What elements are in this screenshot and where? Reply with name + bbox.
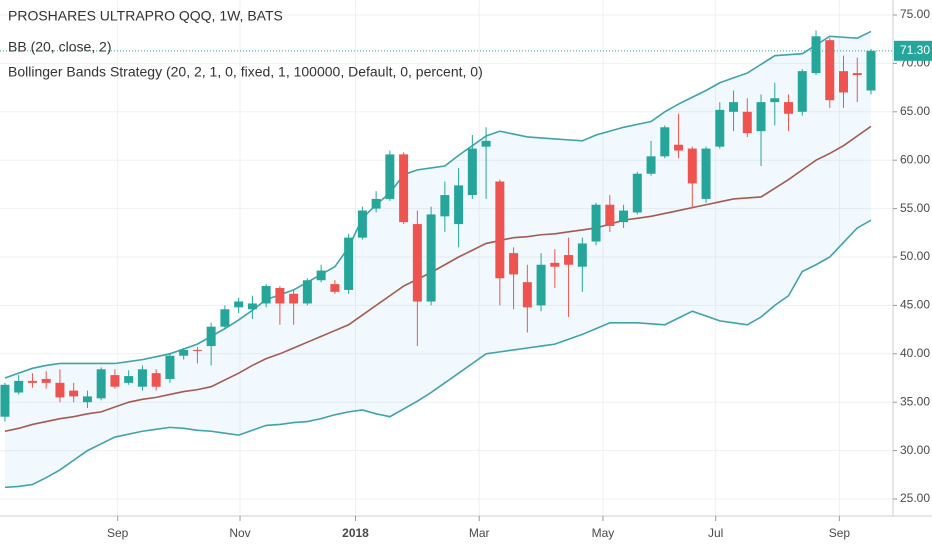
candle-body (674, 144, 684, 151)
candle-body (96, 369, 106, 399)
candle-body (646, 156, 656, 174)
candle-body (495, 181, 505, 279)
candle-body (27, 380, 37, 383)
candle-body (564, 255, 574, 265)
candle-body (41, 378, 51, 383)
candle-body (412, 224, 422, 302)
candle-body (715, 109, 725, 147)
candle-body (110, 375, 120, 387)
candle-body (440, 195, 450, 217)
candle-body (687, 148, 697, 184)
candle-body (344, 237, 354, 290)
middle-band (4, 125, 872, 433)
x-tick-label: Sep (829, 526, 851, 540)
candle-body (82, 396, 92, 403)
candle-body (0, 384, 10, 417)
candle-body (536, 264, 546, 306)
x-tick-label: Sep (107, 526, 129, 540)
candle-body (165, 355, 175, 379)
upper-band (4, 30, 872, 379)
y-tick-label: 30.00 (900, 443, 930, 457)
candle-body (481, 140, 491, 147)
candle-body (151, 373, 161, 387)
candle-body (302, 280, 312, 304)
y-tick-label: 75.00 (900, 7, 930, 21)
candle-body (69, 390, 79, 397)
y-tick-label: 50.00 (900, 249, 930, 263)
y-tick-label: 45.00 (900, 298, 930, 312)
candle-body (605, 204, 615, 227)
x-tick-label: Nov (229, 526, 250, 540)
x-tick-label: 2018 (342, 526, 369, 540)
band-fill (4, 31, 872, 488)
grid (0, 0, 893, 516)
lower-band (4, 219, 872, 489)
candle-body (124, 376, 134, 383)
indicator-label: Bollinger Bands Strategy (20, 2, 1, 0, f… (8, 64, 483, 80)
candle-body (192, 349, 202, 351)
y-tick-label: 55.00 (900, 201, 930, 215)
candle-body (756, 102, 766, 132)
x-tick-label: May (592, 526, 615, 540)
candle-body (825, 40, 835, 101)
candle-body (770, 98, 780, 103)
candle-body (330, 284, 340, 292)
candle-body (797, 71, 807, 112)
candle-body (261, 286, 271, 304)
candle-body (742, 111, 752, 134)
y-tick-label: 25.00 (900, 491, 930, 505)
candle-body (619, 210, 629, 223)
candle-body (784, 102, 794, 114)
candle-body (509, 253, 519, 275)
candle-body (811, 36, 821, 74)
y-tick-label: 60.00 (900, 152, 930, 166)
candle-body (399, 154, 409, 223)
candle-body (852, 73, 862, 76)
candle-body (522, 282, 532, 308)
candle-body (14, 380, 24, 393)
candle-body (866, 50, 876, 91)
x-tick-label: Mar (469, 526, 490, 540)
candle-body (137, 369, 147, 387)
candle-body (179, 349, 189, 356)
candle-body (234, 301, 244, 308)
candle-body (289, 293, 299, 304)
candle-body (385, 154, 395, 199)
y-tick-label: 65.00 (900, 104, 930, 118)
candle-body (591, 204, 601, 242)
last-price-tag (894, 40, 932, 61)
candle-body (275, 287, 285, 304)
y-tick-label: 40.00 (900, 346, 930, 360)
candle-body (467, 148, 477, 196)
candle-body (206, 326, 216, 347)
candle-body (632, 173, 642, 213)
y-tick-label: 35.00 (900, 394, 930, 408)
candle-body (454, 185, 464, 225)
candle-body (316, 270, 326, 281)
candle-body (357, 210, 367, 238)
candle-body (839, 71, 849, 93)
candle-body (701, 148, 711, 199)
candle-body (426, 214, 436, 302)
candle-body (550, 262, 560, 267)
x-tick-label: Jul (708, 526, 723, 540)
chart-title: PROSHARES ULTRAPRO QQQ, 1W, BATS (8, 8, 283, 24)
last-price-label: 71.30 (900, 43, 930, 57)
candle-body (55, 382, 65, 398)
candle-body (577, 243, 587, 267)
indicator-label: BB (20, close, 2) (8, 39, 112, 55)
candle-body (220, 309, 230, 327)
plot (0, 30, 893, 489)
candle-body (371, 198, 381, 209)
candle-body (729, 102, 739, 112)
candle-body (247, 303, 257, 310)
candle-body (660, 127, 670, 157)
